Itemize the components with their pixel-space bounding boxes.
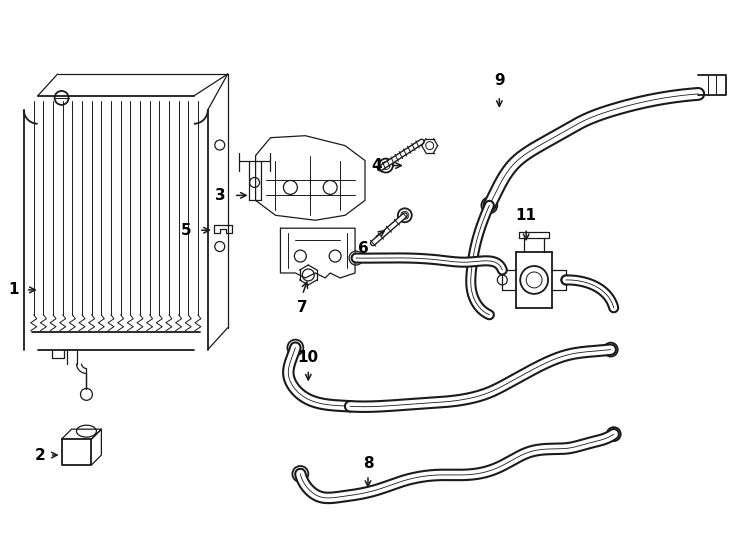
Text: 2: 2 bbox=[34, 448, 45, 463]
Text: 1: 1 bbox=[9, 282, 19, 298]
Text: 11: 11 bbox=[516, 208, 537, 223]
Text: 8: 8 bbox=[363, 456, 374, 470]
Text: 7: 7 bbox=[297, 300, 308, 315]
Text: 6: 6 bbox=[357, 241, 368, 255]
Text: 4: 4 bbox=[371, 158, 382, 173]
Text: 10: 10 bbox=[298, 350, 319, 365]
Text: 3: 3 bbox=[216, 188, 226, 203]
Text: 9: 9 bbox=[494, 73, 505, 89]
Text: 5: 5 bbox=[181, 222, 192, 238]
